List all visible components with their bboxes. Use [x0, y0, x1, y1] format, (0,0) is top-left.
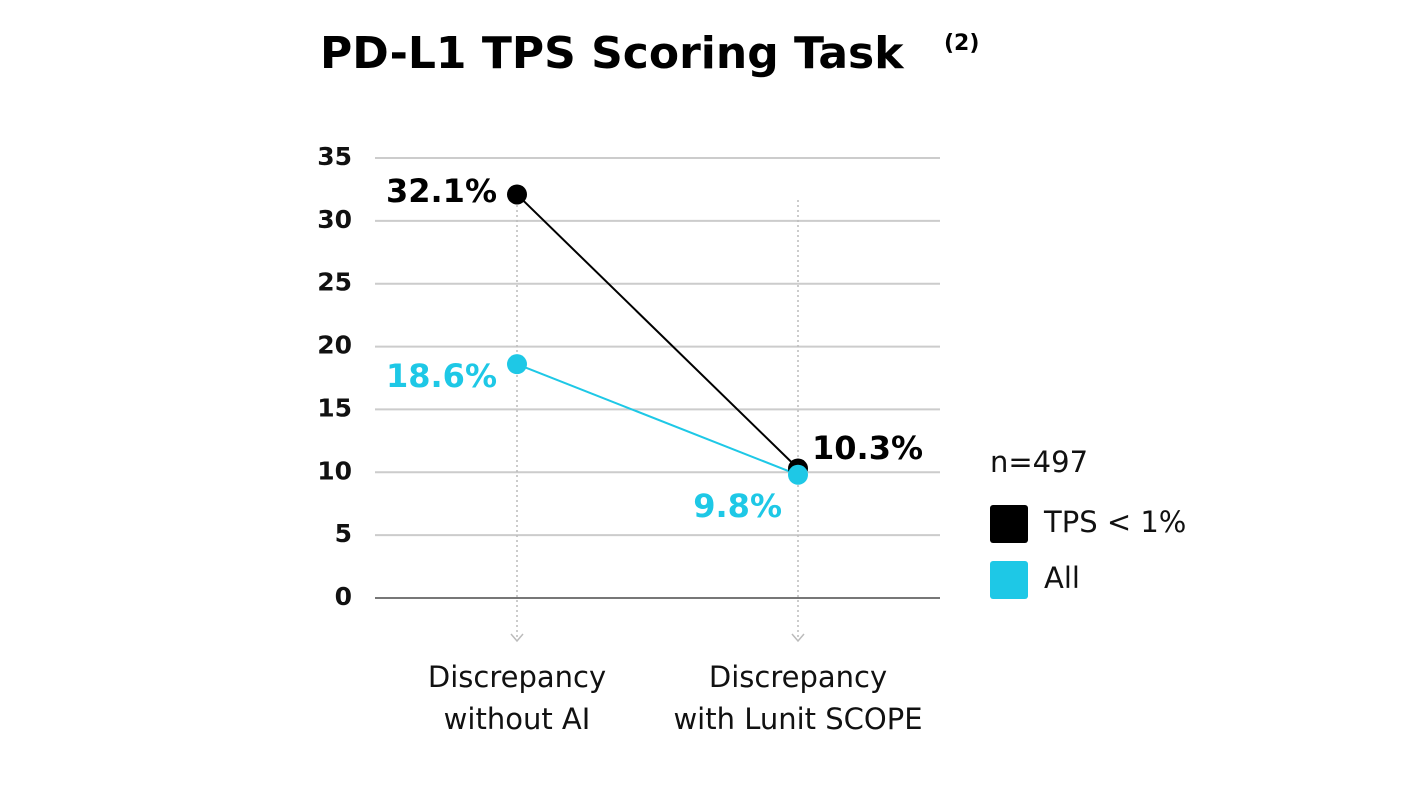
y-tick-label: 25 — [317, 268, 352, 297]
data-label: 10.3% — [812, 429, 923, 467]
data-label: 9.8% — [693, 487, 782, 525]
y-tick-label: 0 — [335, 582, 352, 611]
legend-swatch — [990, 505, 1028, 543]
y-tick-label: 10 — [317, 456, 352, 485]
data-point — [788, 464, 808, 485]
legend-label: TPS < 1% — [1043, 505, 1186, 539]
y-tick-label: 35 — [317, 142, 352, 171]
title-note: (2) — [944, 31, 979, 56]
y-tick-label: 20 — [317, 331, 352, 360]
legend-swatch — [990, 561, 1028, 599]
legend-title: n=497 — [990, 445, 1088, 479]
y-tick-label: 5 — [335, 519, 352, 548]
guide-arrow — [791, 633, 805, 643]
legend-label: All — [1044, 561, 1080, 595]
x-tick-label: Discrepancy with Lunit SCOPE — [673, 660, 923, 736]
series-line — [516, 193, 799, 470]
chart-title: PD-L1 TPS Scoring Task — [320, 28, 905, 79]
series-line — [516, 363, 799, 476]
data-label: 32.1% — [386, 172, 497, 210]
data-point — [507, 184, 527, 205]
data-label: 18.6% — [386, 357, 497, 395]
data-point — [507, 354, 527, 375]
x-tick-label: Discrepancy without AI — [427, 660, 607, 736]
y-tick-label: 30 — [317, 205, 352, 234]
y-tick-label: 15 — [317, 393, 352, 422]
guide-arrow — [510, 633, 524, 643]
